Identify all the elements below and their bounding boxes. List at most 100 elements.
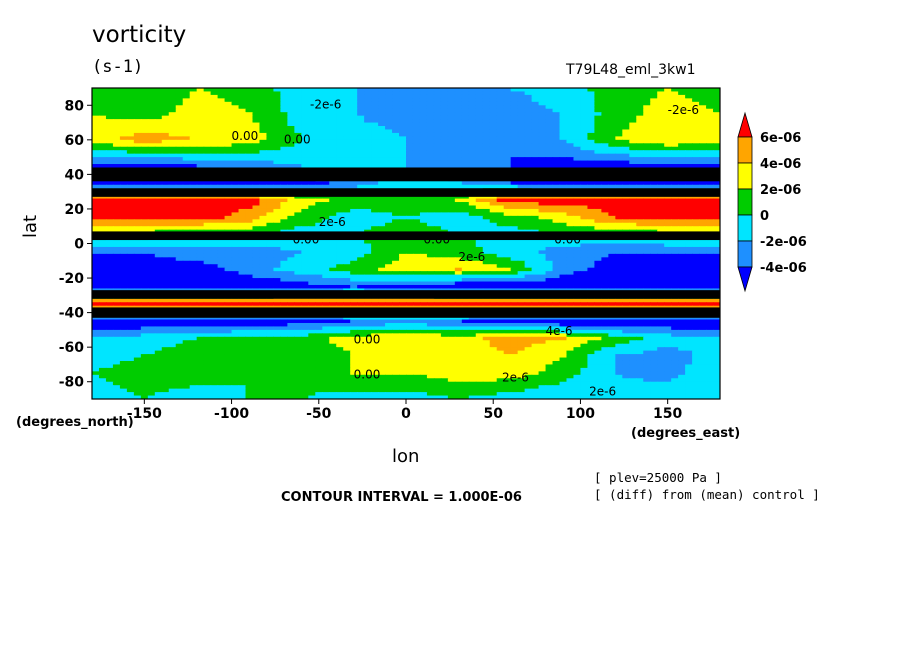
field-cell bbox=[294, 195, 302, 200]
field-cell bbox=[189, 226, 198, 231]
field-cell bbox=[98, 153, 107, 158]
field-cell bbox=[503, 122, 512, 127]
field-cell bbox=[608, 222, 616, 227]
field-cell bbox=[496, 274, 505, 279]
field-cell bbox=[608, 143, 616, 148]
field-cell bbox=[98, 129, 107, 134]
field-cell bbox=[287, 198, 295, 203]
field-cell bbox=[336, 146, 344, 151]
field-cell bbox=[119, 146, 128, 151]
field-cell bbox=[392, 198, 400, 203]
field-cell bbox=[112, 143, 121, 148]
field-cell bbox=[329, 267, 337, 272]
field-cell bbox=[699, 139, 707, 144]
field-cell bbox=[280, 222, 288, 227]
field-cell bbox=[573, 274, 582, 279]
field-cell bbox=[224, 278, 233, 283]
field-cell bbox=[92, 160, 100, 165]
field-cell bbox=[92, 105, 100, 110]
field-cell bbox=[475, 132, 484, 137]
field-cell bbox=[468, 164, 477, 169]
field-cell bbox=[147, 94, 156, 99]
field-cell bbox=[629, 219, 637, 224]
field-cell bbox=[559, 98, 568, 103]
field-cell bbox=[440, 94, 449, 99]
field-cell bbox=[378, 208, 386, 213]
field-cell bbox=[406, 108, 414, 113]
field-cell bbox=[454, 105, 463, 110]
field-cell bbox=[119, 198, 128, 203]
field-cell bbox=[671, 136, 679, 141]
field-cell bbox=[92, 253, 100, 258]
field-cell bbox=[252, 136, 261, 141]
field-cell bbox=[650, 119, 658, 124]
field-cell bbox=[161, 198, 170, 203]
field-cell bbox=[643, 198, 651, 203]
field-cell bbox=[168, 243, 177, 248]
field-cell bbox=[587, 146, 595, 151]
field-cell bbox=[273, 164, 281, 169]
field-cell bbox=[161, 184, 170, 189]
field-cell bbox=[287, 219, 295, 224]
field-cell bbox=[189, 98, 198, 103]
field-cell bbox=[126, 195, 135, 200]
field-cell bbox=[119, 101, 128, 106]
field-cell bbox=[322, 143, 330, 148]
field-cell bbox=[552, 101, 561, 106]
field-cell bbox=[105, 208, 114, 213]
field-cell bbox=[175, 240, 184, 245]
field-cell bbox=[175, 208, 184, 213]
field-cell bbox=[587, 132, 595, 137]
field-cell bbox=[92, 94, 100, 99]
field-cell bbox=[426, 91, 435, 96]
field-cell bbox=[580, 143, 589, 148]
field-cell bbox=[538, 222, 547, 227]
field-cell bbox=[308, 184, 316, 189]
field-cell bbox=[461, 198, 470, 203]
field-cell bbox=[266, 215, 275, 220]
field-cell bbox=[671, 215, 679, 220]
field-cell bbox=[371, 226, 379, 231]
field-cell bbox=[189, 260, 198, 265]
field-cell bbox=[426, 264, 435, 269]
field-cell bbox=[392, 267, 400, 272]
field-cell bbox=[364, 278, 372, 283]
field-cell bbox=[566, 164, 575, 169]
field-cell bbox=[664, 246, 672, 252]
field-cell bbox=[671, 115, 679, 120]
field-cell bbox=[650, 202, 658, 207]
field-cell bbox=[503, 243, 512, 248]
field-cell bbox=[489, 122, 498, 127]
field-cell bbox=[489, 119, 498, 124]
field-cell bbox=[713, 181, 720, 186]
field-cell bbox=[489, 257, 498, 262]
field-cell bbox=[643, 126, 651, 131]
field-cell bbox=[329, 94, 337, 99]
field-cell bbox=[301, 157, 309, 162]
field-cell bbox=[566, 271, 575, 276]
field-cell bbox=[412, 108, 421, 113]
field-cell bbox=[357, 164, 365, 169]
field-cell bbox=[566, 212, 575, 217]
field-cell bbox=[426, 222, 435, 227]
field-cell bbox=[636, 101, 644, 106]
field-cell bbox=[189, 250, 198, 255]
field-cell bbox=[664, 267, 672, 272]
field-cell bbox=[350, 164, 358, 169]
field-cell bbox=[273, 139, 281, 144]
field-cell bbox=[419, 243, 428, 248]
field-cell bbox=[419, 195, 428, 200]
field-cell bbox=[454, 253, 463, 258]
field-cell bbox=[336, 260, 344, 265]
field-cell bbox=[454, 215, 463, 220]
field-cell bbox=[510, 195, 519, 200]
field-cell bbox=[322, 181, 330, 186]
field-cell bbox=[294, 219, 302, 224]
field-cell bbox=[496, 105, 505, 110]
field-cell bbox=[671, 181, 679, 186]
field-cell bbox=[685, 250, 693, 255]
field-cell bbox=[412, 88, 421, 93]
field-cell bbox=[447, 240, 456, 245]
field-cell bbox=[189, 105, 198, 110]
field-cell bbox=[587, 105, 595, 110]
